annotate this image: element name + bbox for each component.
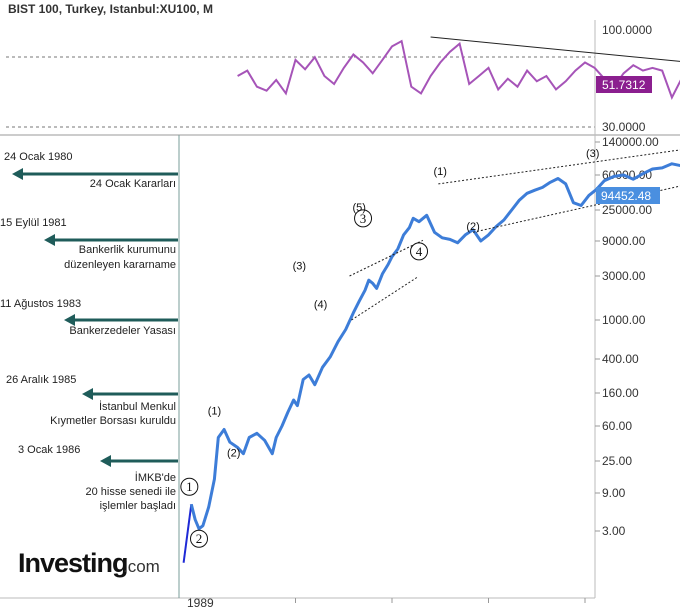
wave-sub-label: (3) xyxy=(586,148,599,160)
annotation-text: İMKB'de xyxy=(135,471,176,484)
annotation-text: düzenleyen kararname xyxy=(64,259,176,271)
rsi-trendline xyxy=(430,36,680,62)
price-tick-label: 3000.00 xyxy=(602,269,646,283)
wave-sub-label: (1) xyxy=(208,405,221,417)
x-tick-1989: 1989 xyxy=(187,596,214,610)
price-tick-label: 9.00 xyxy=(602,486,626,500)
price-intro-line xyxy=(182,504,193,563)
annotation-arrow-head xyxy=(82,388,93,400)
chart-title: BIST 100, Turkey, Istanbul:XU100, M xyxy=(8,2,213,16)
price-tick-label: 140000.00 xyxy=(602,135,659,149)
rsi-value-label: 51.7312 xyxy=(602,78,646,92)
price-tick-label: 60.00 xyxy=(602,419,632,433)
annotation-date: 15 Eylül 1981 xyxy=(0,217,67,229)
investing-logo: Investing .com xyxy=(18,548,160,578)
annotation-date: 11 Ağustos 1983 xyxy=(0,298,81,310)
wave-circle-label: 2 xyxy=(196,531,203,546)
annotation-date: 26 Aralık 1985 xyxy=(6,374,76,386)
wave-circle-label: 4 xyxy=(416,244,423,259)
logo-suffix: .com xyxy=(123,557,160,576)
price-tick-label: 3.00 xyxy=(602,524,626,538)
annotation-arrow-head xyxy=(12,168,23,180)
price-tick-label: 25000.00 xyxy=(602,203,652,217)
rsi-line xyxy=(237,39,680,101)
wave-sub-label: (3) xyxy=(293,260,306,272)
wave-sub-label: (1) xyxy=(434,166,447,178)
rsi-tick-30: 30.0000 xyxy=(602,120,646,134)
annotation-text: Kıymetler Borsası kuruldu xyxy=(50,415,176,427)
price-tick-label: 400.00 xyxy=(602,352,639,366)
price-tick-label: 160.00 xyxy=(602,386,639,400)
annotation-arrow-head xyxy=(64,314,75,326)
annotation-text: Bankerzedeler Yasası xyxy=(69,325,176,337)
wave-circle xyxy=(180,477,199,496)
annotation-text: Bankerlik kurumunu xyxy=(79,244,176,256)
price-panel: 140000.0060000.0025000.009000.003000.001… xyxy=(0,135,680,610)
wave-circle-label: 1 xyxy=(186,479,193,494)
annotation-text: işlemler başladı xyxy=(100,500,176,512)
annotation-arrow-head xyxy=(44,234,55,246)
rsi-tick-100: 100.0000 xyxy=(602,23,652,37)
channel-line-dotted xyxy=(351,276,418,321)
annotation-date: 24 Ocak 1980 xyxy=(4,151,73,163)
annotation-text: 24 Ocak Kararları xyxy=(90,178,176,190)
wave-sub-label: (4) xyxy=(314,299,327,311)
wave-sub-label: (2) xyxy=(227,447,240,459)
channel-line-dotted xyxy=(349,239,424,277)
price-value-badge xyxy=(596,187,660,204)
wave-circle xyxy=(354,209,373,228)
logo-text: Investing xyxy=(18,548,128,578)
wave-circle xyxy=(190,529,208,548)
price-line xyxy=(189,162,680,531)
price-tick-label: 1000.00 xyxy=(602,313,646,327)
annotation-arrow-head xyxy=(100,455,111,467)
price-tick-label: 9000.00 xyxy=(602,234,646,248)
rsi-panel: BIST 100, Turkey, Istanbul:XU100, M 100.… xyxy=(0,2,680,136)
price-value-label: 94452.48 xyxy=(601,189,651,203)
channel-line-dotted xyxy=(438,149,680,185)
wave-sub-label: (2) xyxy=(466,221,479,233)
wave-circle-label: 3 xyxy=(360,211,367,226)
wave-sub-label: (5) xyxy=(352,202,365,214)
annotation-date: 3 Ocak 1986 xyxy=(18,444,80,456)
annotation-text: İstanbul Menkul xyxy=(99,400,176,413)
rsi-value-badge xyxy=(596,76,652,93)
wave-circle xyxy=(410,242,429,261)
annotation-text: 20 hisse senedi ile xyxy=(85,486,176,498)
price-tick-label: 25.00 xyxy=(602,454,632,468)
